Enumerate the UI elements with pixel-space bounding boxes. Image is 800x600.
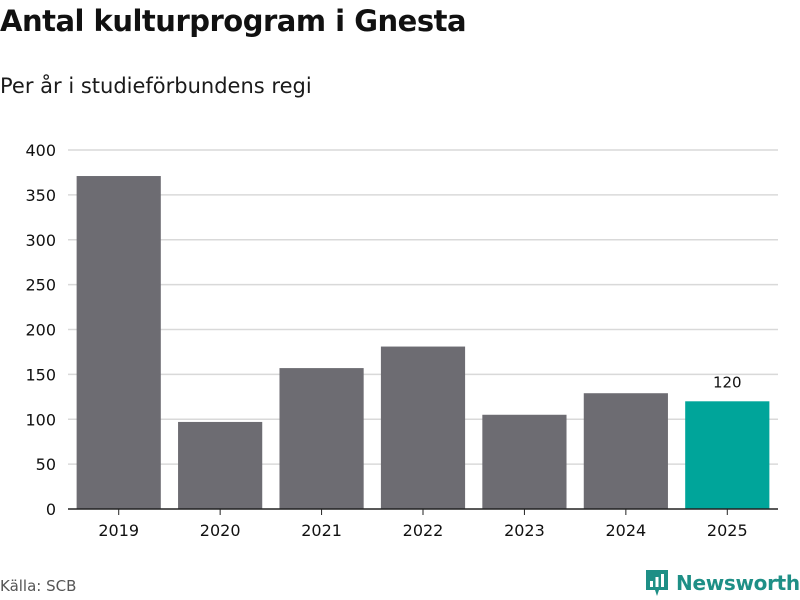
y-tick-label: 150 (25, 365, 56, 384)
y-tick-label: 0 (46, 500, 56, 519)
x-tick-label: 2025 (707, 521, 748, 540)
x-axis-ticks: 2019 2020 2021 2022 2023 2024 2025 (98, 509, 748, 540)
chart-subtitle: Per år i studieförbundens regi (0, 74, 312, 98)
chart-title: Antal kulturprogram i Gnesta (0, 4, 467, 38)
x-tick-label: 2023 (504, 521, 545, 540)
y-tick-label: 400 (25, 141, 56, 160)
x-tick-label: 2020 (200, 521, 241, 540)
data-labels: 120 (713, 373, 742, 391)
brand-name: Newsworthy (676, 571, 800, 595)
brand-logo: Newsworthy (644, 568, 800, 598)
data-label: 120 (713, 373, 742, 391)
y-tick-label: 350 (25, 186, 56, 205)
bar-2019 (76, 176, 161, 509)
y-tick-label: 300 (25, 231, 56, 250)
newsworthy-logo-icon (646, 570, 668, 596)
bar-2024 (583, 393, 668, 509)
y-tick-label: 100 (25, 410, 56, 429)
x-tick-label: 2024 (605, 521, 646, 540)
bars (76, 176, 770, 509)
bar-2022 (380, 346, 466, 509)
y-tick-label: 50 (36, 455, 56, 474)
source-note: Källa: SCB (0, 577, 77, 595)
bar-2020 (178, 421, 263, 509)
y-tick-label: 200 (25, 321, 56, 340)
y-axis-ticks: 0 50 100 150 200 250 300 350 400 (25, 141, 56, 519)
bar-2021 (279, 368, 364, 509)
x-tick-label: 2021 (301, 521, 342, 540)
bar-2025 (685, 401, 770, 509)
bar-2023 (482, 414, 567, 509)
y-tick-label: 250 (25, 276, 56, 295)
x-tick-label: 2019 (98, 521, 139, 540)
x-tick-label: 2022 (403, 521, 444, 540)
